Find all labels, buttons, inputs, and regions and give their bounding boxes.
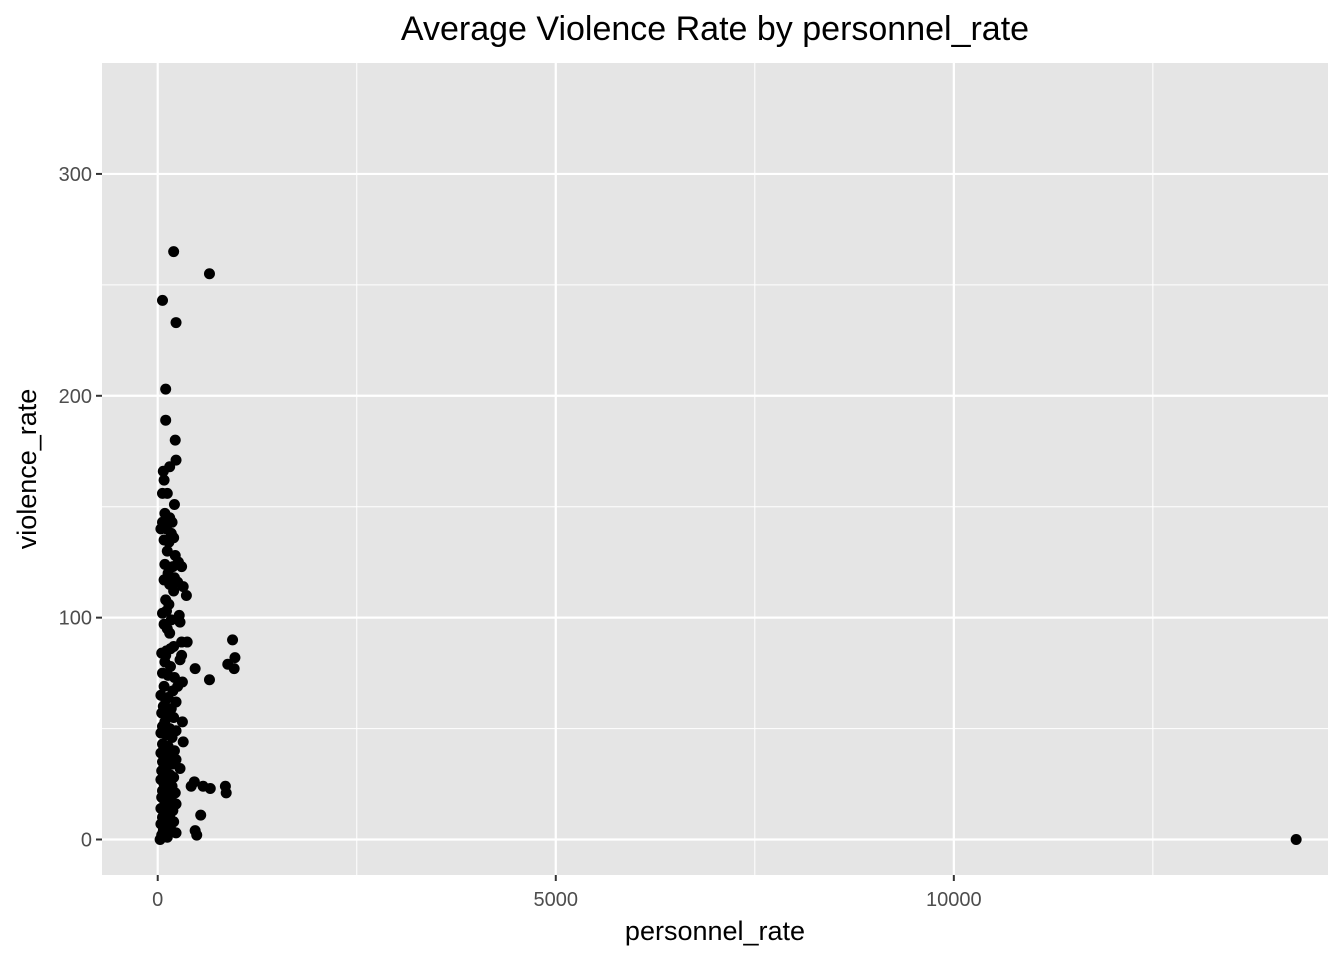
data-point [191,829,203,841]
x-tick-label: 0 [152,889,163,911]
minor-gridlines [102,63,1328,875]
data-point [177,581,189,593]
x-axis-title: personnel_rate [625,916,805,946]
x-tick-label: 10000 [926,889,982,911]
data-point [154,834,166,846]
data-point [203,674,215,686]
data-point [227,634,239,646]
data-point [228,663,240,675]
data-point [181,636,193,648]
data-point [169,434,181,446]
data-point [166,731,178,743]
data-point [203,268,215,280]
data-point [1290,834,1302,846]
data-point [174,763,186,775]
data-point [204,782,216,794]
data-points [154,246,1302,846]
y-tick-label: 300 [59,164,92,186]
data-point [160,383,172,395]
y-axis-title: violence_rate [12,389,42,550]
data-point [157,607,169,619]
data-point [163,536,175,548]
data-point [189,663,201,675]
data-point [195,809,207,821]
data-point [174,654,186,666]
data-point [158,474,170,486]
data-point [170,827,182,839]
plot-panel [102,63,1328,875]
data-point [168,498,180,510]
data-point [157,465,169,477]
y-tick-label: 100 [59,608,92,630]
data-point [160,414,172,426]
data-point [168,246,180,258]
data-point [170,317,182,329]
y-tick-label: 0 [81,830,92,852]
data-point [180,589,192,601]
chart-title: Average Violence Rate by personnel_rate [401,10,1029,48]
data-point [185,780,197,792]
data-point [158,680,170,692]
data-point [168,711,180,723]
data-point [177,736,189,748]
major-gridlines [102,63,1328,875]
data-point [176,561,188,573]
x-tick-label: 5000 [534,889,579,911]
data-point [164,627,176,639]
data-point [168,585,180,597]
data-point [157,294,169,306]
data-point [176,716,188,728]
data-point [220,787,232,799]
data-point [174,616,186,628]
data-point [164,660,176,672]
x-axis: 0 5000 10000 [152,875,982,911]
data-point [161,487,173,499]
data-point [229,652,241,664]
y-tick-label: 200 [59,386,92,408]
y-axis: 0 100 200 300 [59,164,102,852]
